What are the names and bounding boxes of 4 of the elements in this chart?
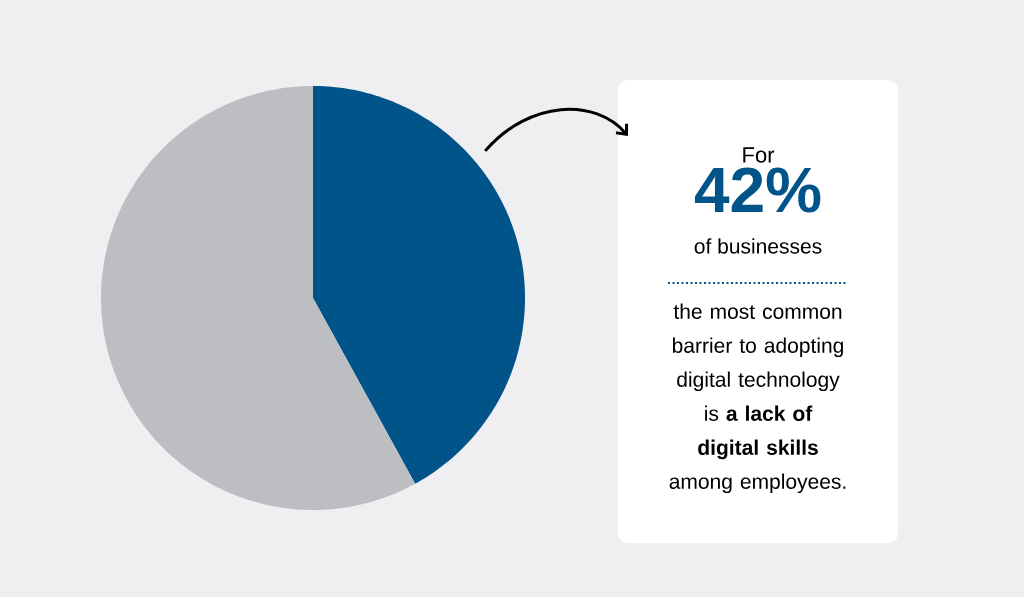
text: 42% [694, 167, 821, 213]
text: the most common barrier to adopting digital technology is a lack of digital skills among employees. [669, 303, 846, 494]
text: For [743, 147, 775, 163]
text: of businesses [694, 238, 822, 254]
